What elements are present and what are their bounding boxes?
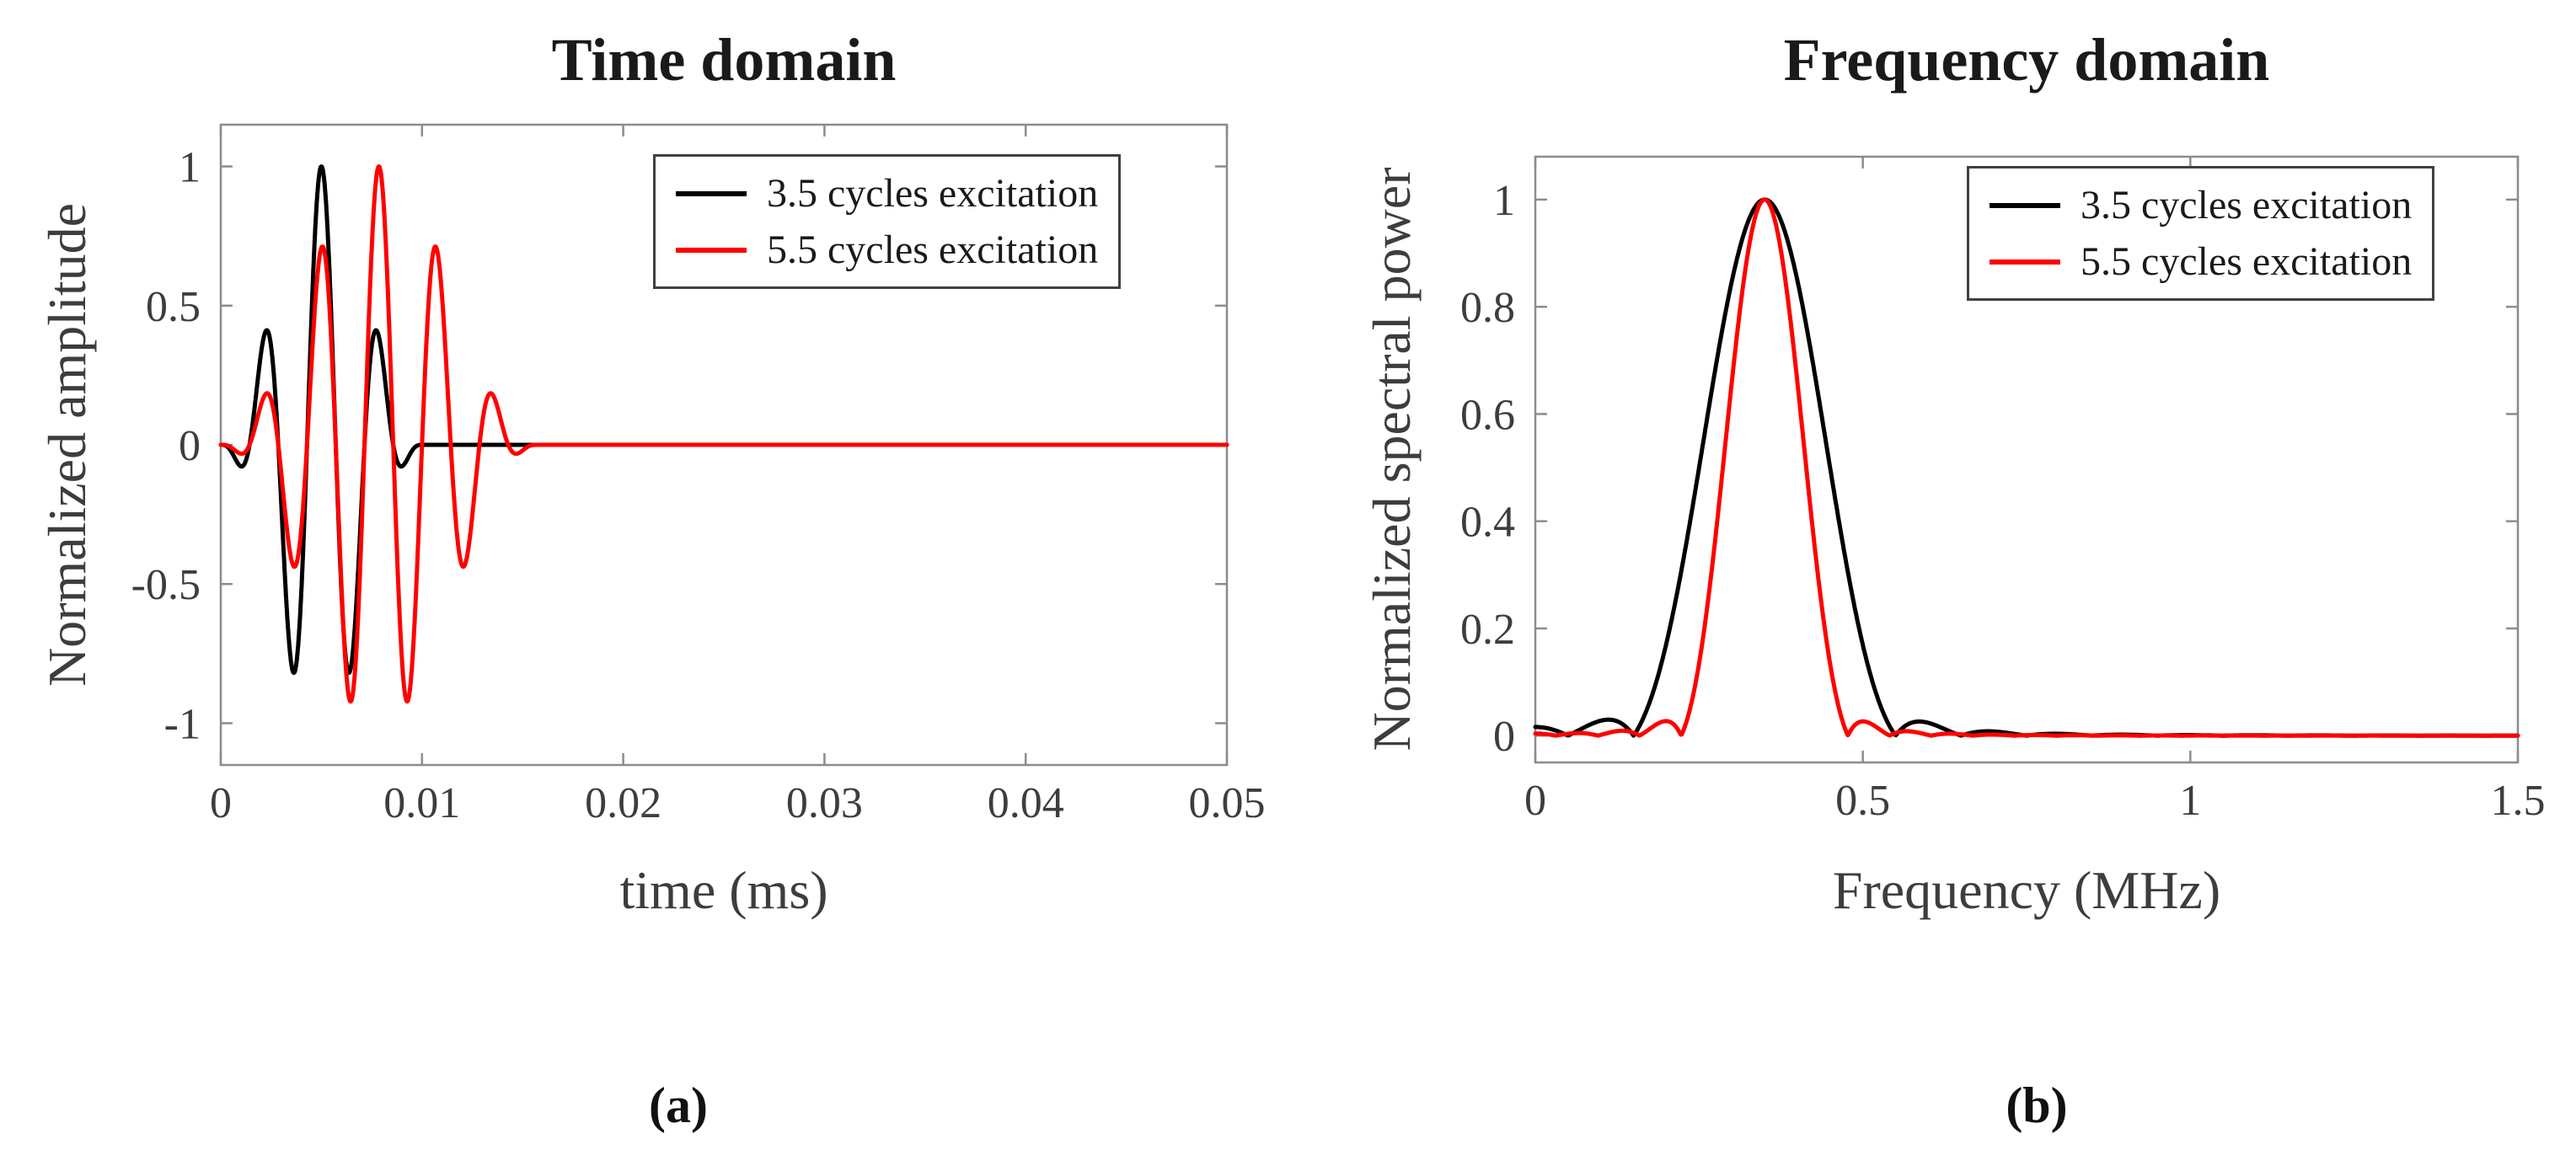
legend-line-swatch-red <box>1990 259 2060 265</box>
legend-entry-3-5-cycles: 3.5 cycles excitation <box>676 170 1098 217</box>
x-axis-label-frequency-domain: Frequency (MHz) <box>1832 860 2221 920</box>
y-tick-label: 0 <box>1493 713 1515 761</box>
y-tick-label: 0.4 <box>1460 499 1515 547</box>
subfigure-caption-b: (b) <box>2006 1078 2068 1133</box>
x-tick-label: 1.5 <box>2491 777 2546 825</box>
series-line-5.5-cycles-excitation <box>1533 197 2520 738</box>
legend-entry-3-5-cycles: 3.5 cycles excitation <box>1990 182 2412 228</box>
legend-label: 5.5 cycles excitation <box>2081 239 2413 285</box>
legend-line-swatch-red <box>676 247 747 253</box>
plot-box <box>1534 155 2520 764</box>
legend-line-swatch-black <box>676 190 747 196</box>
series-line-3.5-cycles-excitation <box>218 164 1229 676</box>
legend-time-domain: 3.5 cycles excitation 5.5 cycles excitat… <box>653 154 1122 290</box>
y-tick-label: -1 <box>164 700 201 748</box>
x-axis-label-time-domain: time (ms) <box>619 860 828 920</box>
y-tick-label: -0.5 <box>131 561 201 609</box>
subfigure-caption-a: (a) <box>649 1078 708 1133</box>
y-tick-label: 0.2 <box>1460 606 1515 654</box>
x-tick-label: 0.03 <box>786 779 863 827</box>
x-tick-label: 0.01 <box>383 779 460 827</box>
x-tick-label: 0.5 <box>1835 777 1890 825</box>
x-tick-label: 1 <box>2179 777 2201 825</box>
chart-title-frequency-domain: Frequency domain <box>1783 26 2270 94</box>
x-tick-label: 0.02 <box>585 779 661 827</box>
legend-label: 3.5 cycles excitation <box>2081 183 2413 227</box>
x-tick-label: 0 <box>1524 777 1546 825</box>
y-tick-label: 0.8 <box>1460 284 1515 332</box>
y-axis-label-time-domain: Normalized amplitude <box>37 202 97 687</box>
legend-label: 5.5 cycles excitation <box>767 227 1099 273</box>
y-tick-label: 0.5 <box>146 283 201 331</box>
legend-frequency-domain: 3.5 cycles excitation 5.5 cycles excitat… <box>1967 166 2435 302</box>
x-tick-label: 0 <box>210 779 232 827</box>
y-tick-label: 1 <box>1493 177 1515 225</box>
y-tick-label: 1 <box>179 144 201 192</box>
series-line-5.5-cycles-excitation <box>218 164 1229 704</box>
legend-entry-5-5-cycles: 5.5 cycles excitation <box>1990 238 2412 285</box>
chart-title-time-domain: Time domain <box>551 26 897 94</box>
legend-entry-5-5-cycles: 5.5 cycles excitation <box>676 227 1098 273</box>
x-tick-label: 0.04 <box>988 779 1064 827</box>
legend-label: 3.5 cycles excitation <box>767 171 1099 216</box>
legend-line-swatch-black <box>1990 202 2060 208</box>
y-tick-label: 0 <box>179 422 201 470</box>
y-axis-label-frequency-domain: Normalized spectral power <box>1362 167 1422 751</box>
x-tick-label: 0.05 <box>1189 779 1266 827</box>
y-tick-label: 0.6 <box>1460 391 1515 439</box>
